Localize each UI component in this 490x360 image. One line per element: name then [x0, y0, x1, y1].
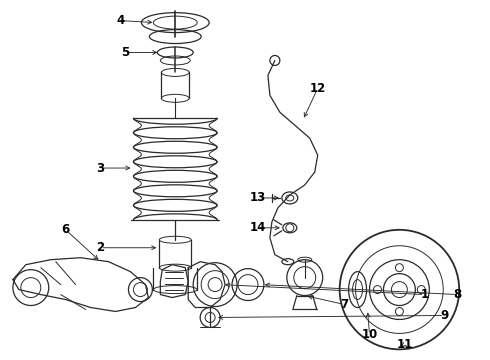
Text: 1: 1: [420, 288, 428, 301]
Text: 4: 4: [116, 14, 124, 27]
Text: 8: 8: [453, 288, 461, 301]
Text: 5: 5: [122, 46, 129, 59]
Text: 10: 10: [362, 328, 378, 341]
Text: 2: 2: [97, 241, 105, 254]
Text: 11: 11: [396, 338, 413, 351]
Text: 14: 14: [250, 221, 266, 234]
Text: 13: 13: [250, 192, 266, 204]
Text: 3: 3: [97, 162, 105, 175]
Text: 9: 9: [440, 309, 448, 322]
Text: 12: 12: [310, 82, 326, 95]
Text: 6: 6: [62, 223, 70, 236]
Text: 7: 7: [341, 298, 349, 311]
